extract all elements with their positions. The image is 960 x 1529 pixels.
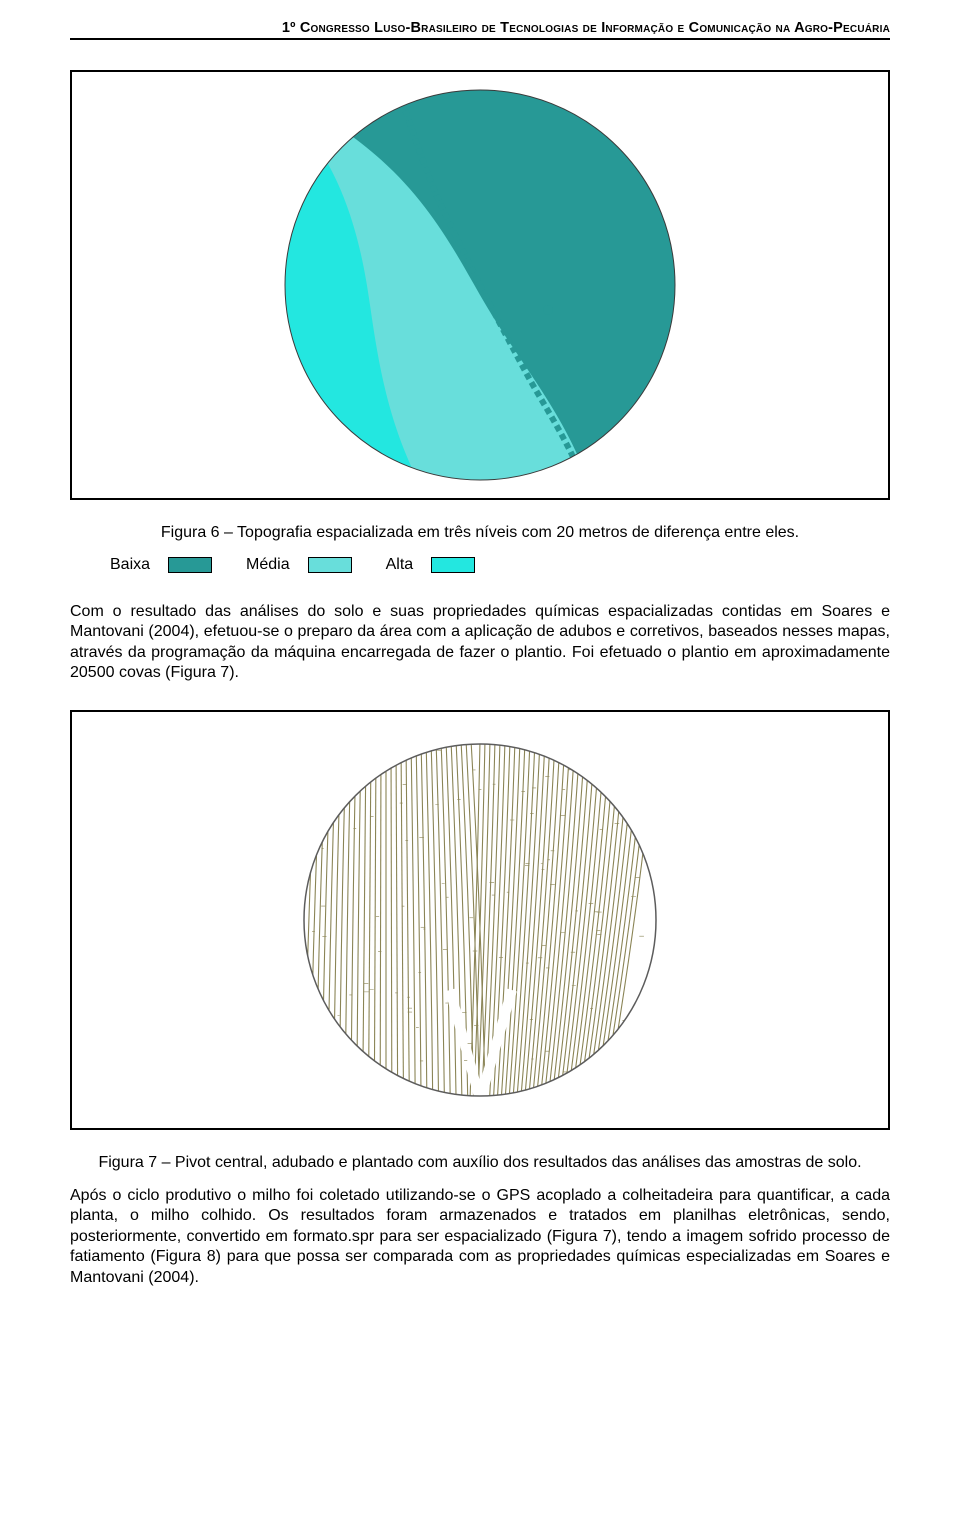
figure6-caption: Figura 6 – Topografia espacializada em t… xyxy=(70,524,890,542)
figure7-frame xyxy=(70,710,890,1130)
legend-swatch-alta xyxy=(431,557,475,573)
legend-swatch-media xyxy=(308,557,352,573)
legend-swatch-baixa xyxy=(168,557,212,573)
figure7-caption: Figura 7 – Pivot central, adubado e plan… xyxy=(70,1154,890,1172)
paragraph-2: Após o ciclo produtivo o milho foi colet… xyxy=(70,1186,890,1288)
figure6-frame xyxy=(70,70,890,500)
legend-label-media: Média xyxy=(246,556,290,574)
figure6-legend: Baixa Média Alta xyxy=(110,556,890,574)
paragraph-1: Com o resultado das análises do solo e s… xyxy=(70,602,890,684)
page-header: 1º Congresso Luso-Brasileiro de Tecnolog… xyxy=(70,20,890,40)
legend-label-alta: Alta xyxy=(386,556,414,574)
figure6-diagram xyxy=(280,85,680,485)
legend-label-baixa: Baixa xyxy=(110,556,150,574)
figure7-diagram xyxy=(300,740,660,1100)
